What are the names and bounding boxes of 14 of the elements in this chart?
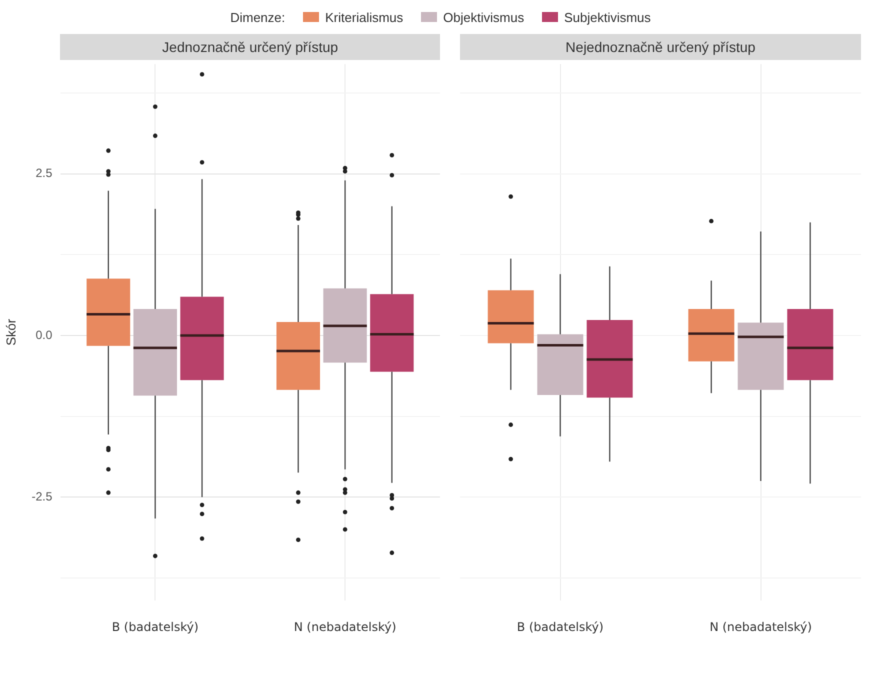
x-tick-label: B (badatelský) bbox=[112, 620, 199, 634]
chart-title: Jednoznačně určený přístup bbox=[60, 34, 440, 60]
x-tick-label: N (nebadatelský) bbox=[294, 620, 396, 634]
legend-label: Kriterialismus bbox=[325, 10, 404, 24]
legend-label: Subjektivismus bbox=[564, 10, 651, 24]
y-tick-label: 0.0 bbox=[36, 328, 53, 342]
chart-title: Nejednoznačně určený přístup bbox=[460, 34, 861, 60]
legend-label: Objektivismus bbox=[443, 10, 524, 24]
x-tick-label: B (badatelský) bbox=[516, 620, 604, 634]
y-tick-label: -2.5 bbox=[32, 489, 53, 504]
legend-title: Dimenze: bbox=[230, 10, 286, 24]
y-axis-title: Skór bbox=[3, 318, 18, 346]
y-tick-label: 2.5 bbox=[36, 166, 53, 180]
x-tick-label: N (nebadatelský) bbox=[710, 620, 812, 634]
